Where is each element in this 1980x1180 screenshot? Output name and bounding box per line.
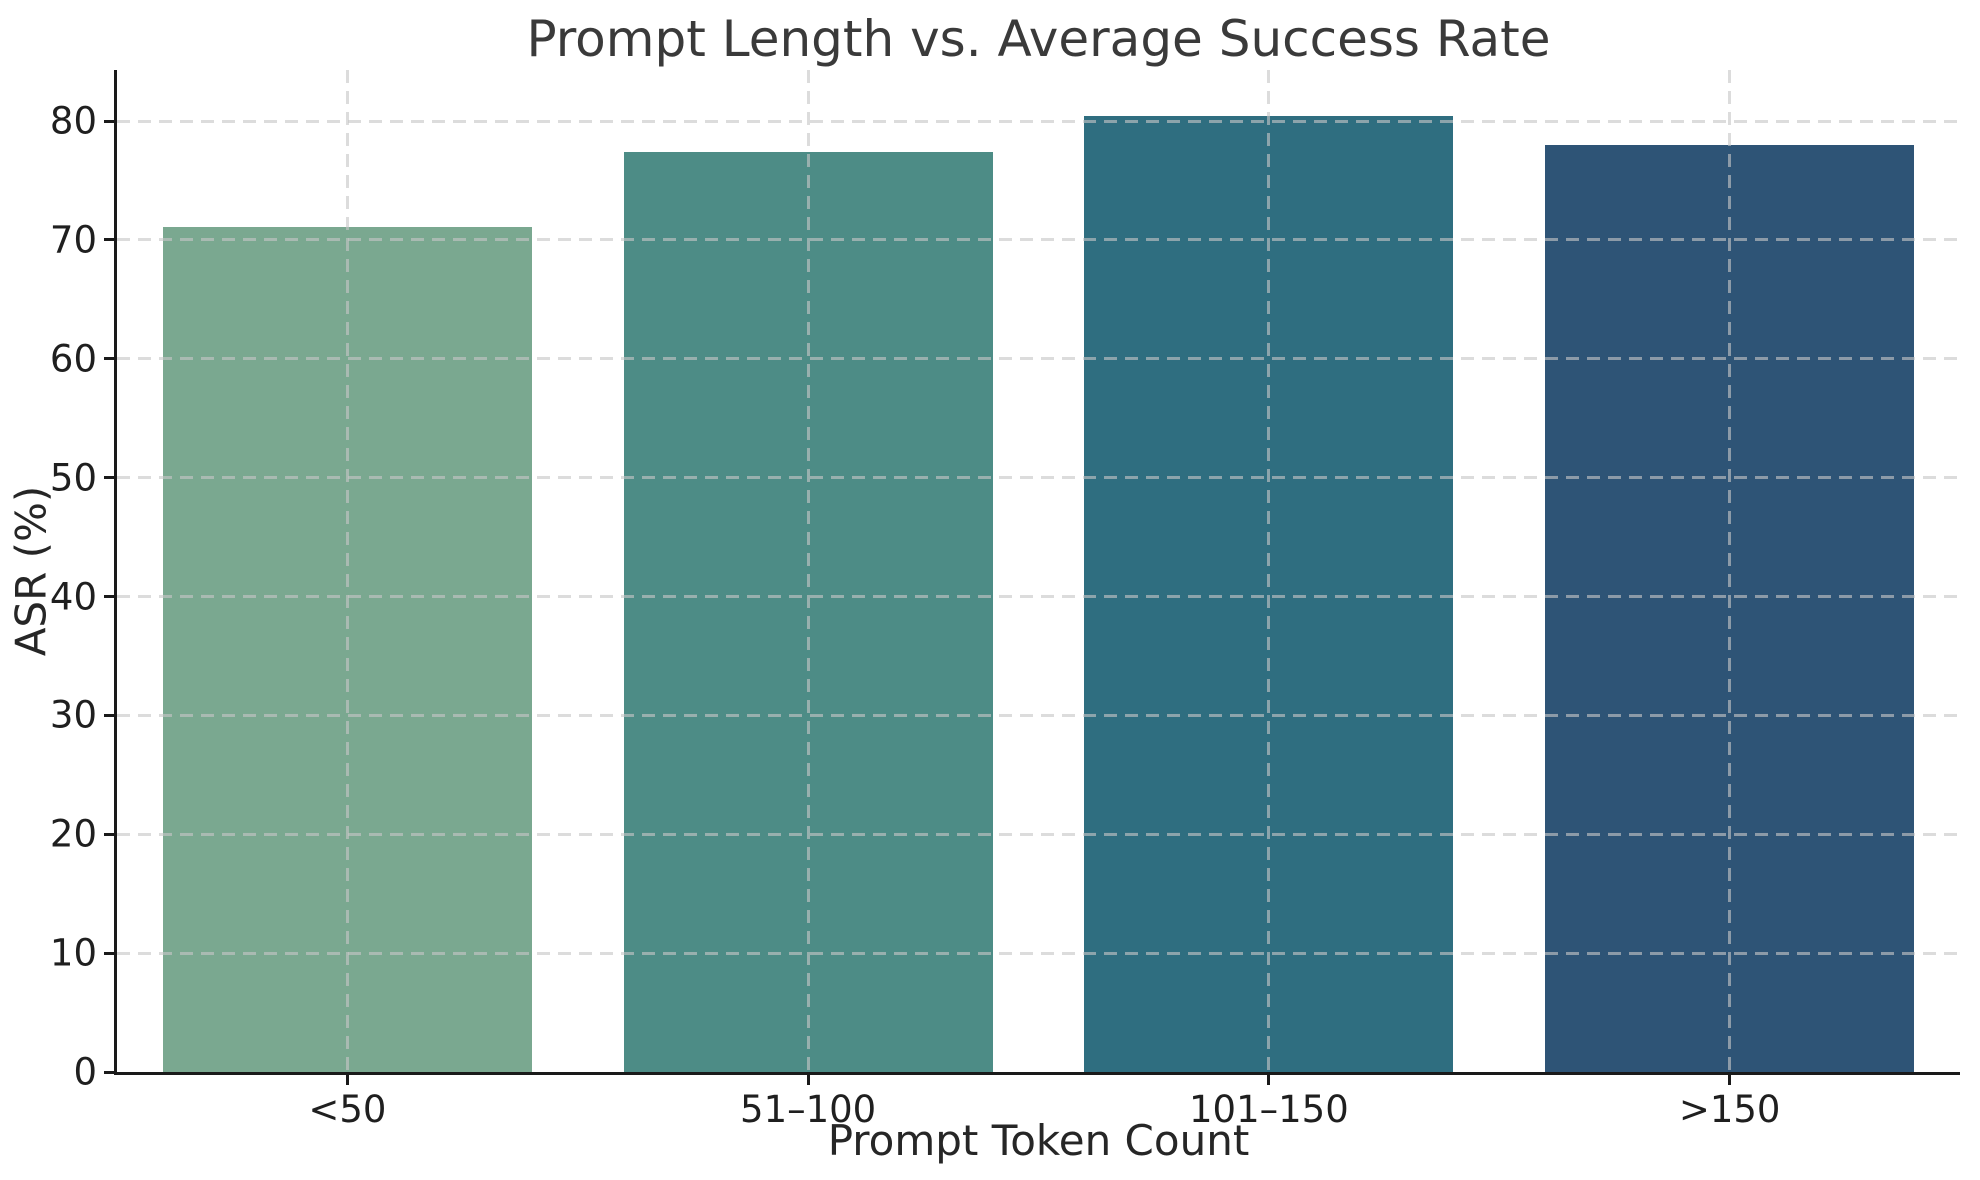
y-axis-spine [114,70,117,1075]
v-gridline [345,70,349,1072]
x-tick-mark [1267,1075,1271,1085]
y-tick-mark [104,595,114,599]
h-gridline [117,951,1960,955]
plot-area: 0 10 20 30 40 50 60 70 80 <50 51–100 101–150 >150 [50,70,1960,1131]
y-tick-label: 30 [49,693,97,737]
h-gridline [117,476,1960,480]
y-tick-label: 80 [49,99,97,143]
x-tick-mark [1728,1075,1732,1085]
y-tick-label: 50 [49,456,97,500]
y-tick-label: 0 [73,1050,97,1094]
chart-title: Prompt Length vs. Average Success Rate [526,10,1551,68]
v-gridline [1728,70,1732,1072]
x-tick-mark [345,1075,349,1085]
x-tick-label: 101–150 [1189,1088,1349,1131]
h-gridline [117,713,1960,717]
v-gridline [1267,70,1271,1072]
y-tick-label: 60 [49,337,97,381]
y-tick-label: 10 [49,931,97,975]
y-tick-mark [104,119,114,123]
v-gridline [806,70,810,1072]
y-tick-mark [104,1070,114,1074]
h-gridline [117,832,1960,836]
y-tick-mark [104,357,114,361]
x-tick-label: >150 [1678,1088,1781,1131]
y-tick-label: 20 [49,812,97,856]
y-tick-mark [104,476,114,480]
x-tick-label: 51–100 [740,1088,877,1131]
y-tick-mark [104,951,114,955]
h-gridline [117,119,1960,123]
h-gridline [117,238,1960,242]
y-tick-mark [104,238,114,242]
y-tick-mark [104,713,114,717]
x-axis-spine [114,1072,1960,1075]
x-tick-mark [806,1075,810,1085]
h-gridline [117,595,1960,599]
x-axis-label: Prompt Token Count [827,1116,1250,1165]
x-tick-label: <50 [308,1088,387,1131]
y-tick-label: 70 [49,218,97,262]
h-gridline [117,357,1960,361]
y-axis-label: ASR (%) [6,485,56,657]
y-tick-mark [104,832,114,836]
y-tick-label: 40 [49,575,97,619]
